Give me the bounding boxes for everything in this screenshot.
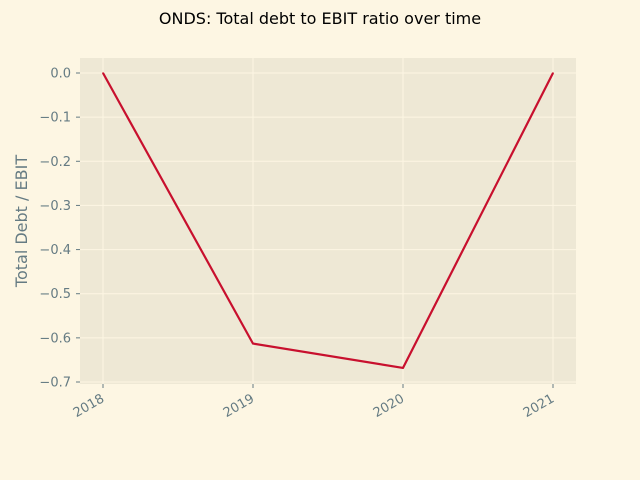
data-point [552, 72, 554, 74]
y-tick-label: −0.4 [39, 243, 71, 258]
y-tick-label: −0.6 [39, 331, 71, 346]
y-tick-label: −0.7 [39, 376, 71, 391]
grid [80, 58, 576, 384]
plot-area [80, 58, 576, 384]
series [102, 72, 554, 369]
y-axis-label: Total Debt / EBIT [12, 155, 31, 288]
series-line [102, 72, 554, 369]
chart-title: ONDS: Total debt to EBIT ratio over time [159, 9, 481, 28]
y-tick-label: −0.3 [39, 199, 71, 214]
y-tick-label: 0.0 [50, 67, 71, 82]
y-axis: 0.0 −0.1 −0.2 −0.3 −0.4 −0.5 −0.6 −0.7 [39, 67, 80, 391]
data-point [102, 72, 104, 74]
y-tick-label: −0.2 [39, 155, 71, 170]
y-tick-label: −0.5 [39, 287, 71, 302]
data-point [402, 367, 404, 369]
y-tick-label: −0.1 [39, 111, 71, 126]
data-point [252, 342, 254, 345]
